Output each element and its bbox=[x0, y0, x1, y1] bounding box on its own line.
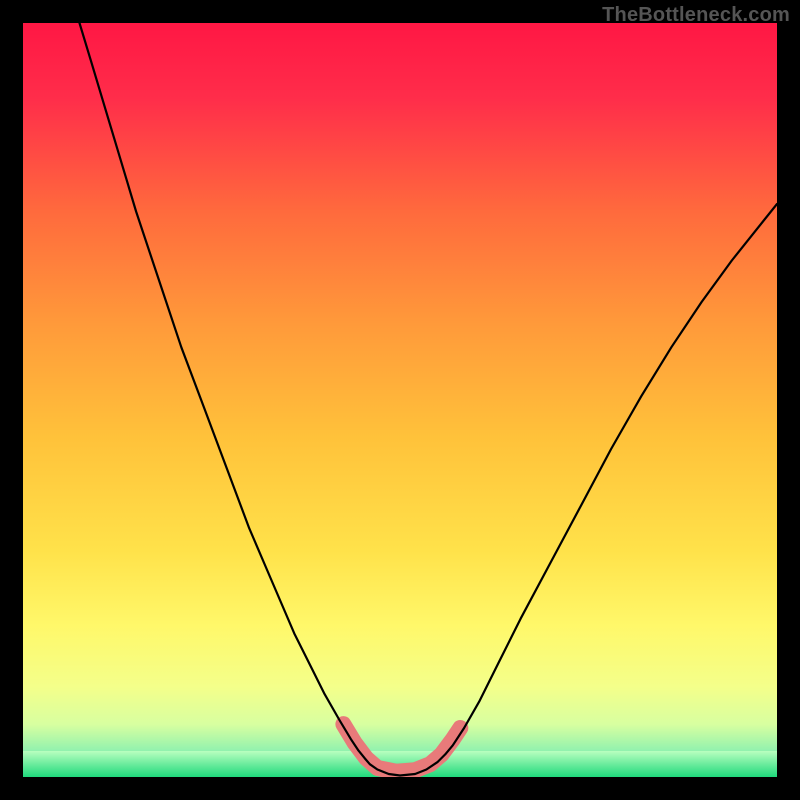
plot-frame bbox=[23, 23, 777, 777]
highlight-curve bbox=[343, 724, 460, 772]
bottleneck-curve bbox=[80, 23, 778, 776]
curve-overlay bbox=[23, 23, 777, 777]
chart-stage: TheBottleneck.com bbox=[0, 0, 800, 800]
watermark-text: TheBottleneck.com bbox=[602, 4, 790, 27]
